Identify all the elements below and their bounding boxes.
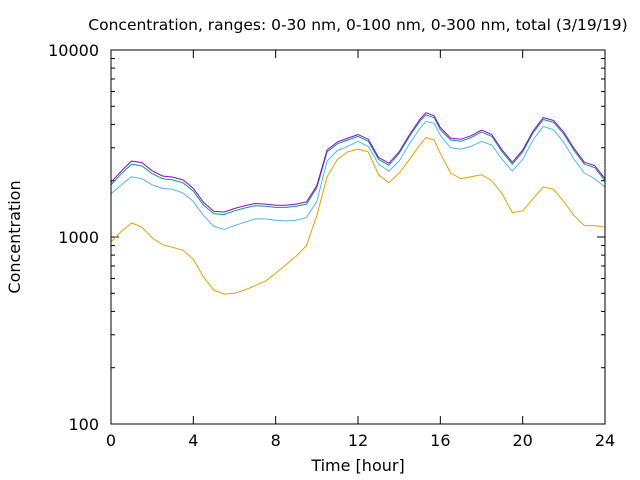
series-line-4 (110, 112, 606, 213)
y-tick-label: 1000 (58, 228, 99, 247)
chart-title: Concentration, ranges: 0-30 nm, 0-100 nm… (88, 16, 627, 34)
y-tick-label: 100 (68, 415, 99, 434)
plot-frame (110, 49, 606, 425)
x-tick-label: 24 (595, 431, 615, 450)
x-tick-label: 16 (430, 431, 450, 450)
x-tick-label: 8 (271, 431, 281, 450)
y-axis-label: Concentration (5, 180, 24, 293)
x-axis-label: Time [hour] (310, 456, 404, 475)
series-line-1 (110, 137, 606, 295)
x-tick-label: 4 (188, 431, 198, 450)
series-line-3 (110, 114, 606, 215)
x-tick-label: 20 (512, 431, 532, 450)
axis-ticks: 0 4 8 12 16 20 24 100 1000 10000 (48, 41, 615, 450)
series-line-2 (110, 120, 606, 230)
x-tick-label: 0 (106, 431, 116, 450)
x-tick-label: 12 (348, 431, 368, 450)
y-tick-label: 10000 (48, 41, 99, 60)
series-lines (110, 112, 606, 295)
